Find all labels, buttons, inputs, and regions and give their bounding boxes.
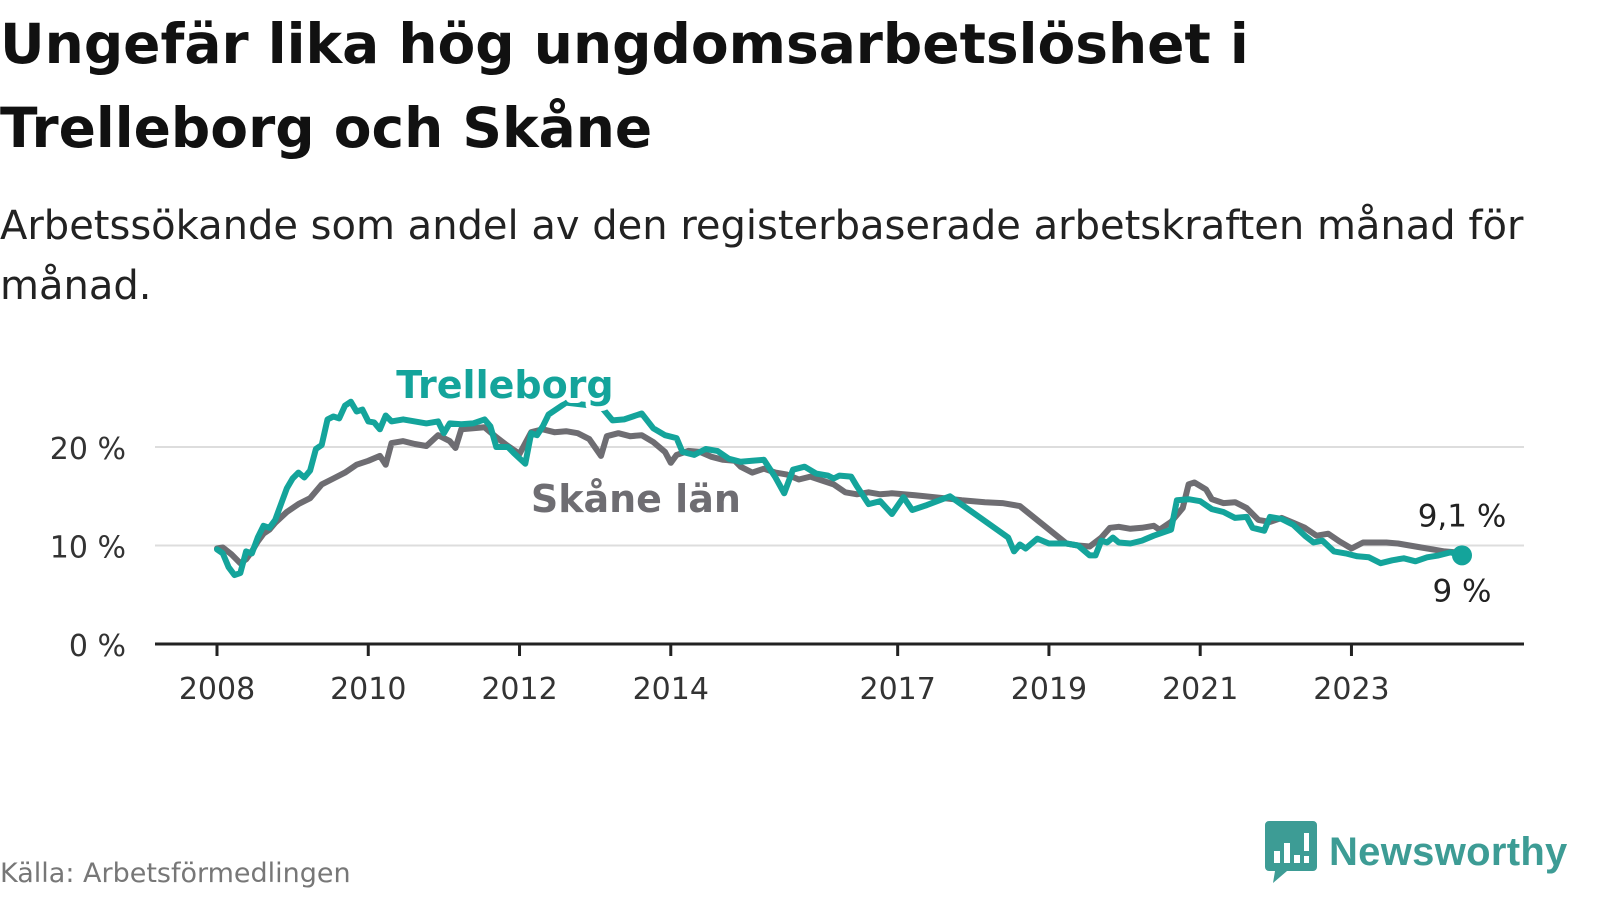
series-label-trelleborg: Trelleborg xyxy=(396,363,613,407)
y-tick-label: 0 % xyxy=(69,629,126,664)
end-label-skane: 9,1 % xyxy=(1418,498,1507,534)
gridlines xyxy=(155,446,1524,646)
y-tick-label: 10 % xyxy=(50,531,126,566)
x-tick-label: 2010 xyxy=(330,672,406,707)
x-tick-label: 2021 xyxy=(1162,672,1238,707)
series-labels: Trelleborg Skåne län 9,1 % 9 % xyxy=(391,360,1510,613)
y-axis-ticks: 0 % 10 % 20 % xyxy=(50,432,126,664)
brand-logo: Newsworthy xyxy=(1265,821,1568,883)
x-tick-label: 2014 xyxy=(633,672,709,707)
x-axis-ticks: 2008 2010 2012 2014 2017 2019 2021 2023 xyxy=(179,644,1390,707)
series-line-trelleborg xyxy=(214,398,1465,579)
series-lines xyxy=(214,398,1472,579)
x-tick-label: 2017 xyxy=(859,672,935,707)
x-tick-label: 2008 xyxy=(179,672,255,707)
x-tick-label: 2019 xyxy=(1011,672,1087,707)
brand-name: Newsworthy xyxy=(1329,829,1568,874)
series-label-skane: Skåne län xyxy=(531,477,741,521)
x-tick-label: 2012 xyxy=(481,672,557,707)
chart-title: Ungefär lika hög ungdomsarbetslöshet i T… xyxy=(0,12,1249,160)
end-label-trelleborg: 9 % xyxy=(1432,573,1491,609)
y-tick-label: 20 % xyxy=(50,432,126,467)
end-point-trelleborg xyxy=(1452,545,1472,566)
source-note: Källa: Arbetsförmedlingen xyxy=(0,858,351,889)
line-chart: 0 % 10 % 20 % 2008 2010 2012 2014 2017 2019 2021… xyxy=(50,360,1524,707)
x-tick-label: 2023 xyxy=(1313,672,1389,707)
newsworthy-logo-icon xyxy=(1265,821,1317,883)
chart-subtitle: Arbetssökande som andel av den registerb… xyxy=(0,203,1524,309)
